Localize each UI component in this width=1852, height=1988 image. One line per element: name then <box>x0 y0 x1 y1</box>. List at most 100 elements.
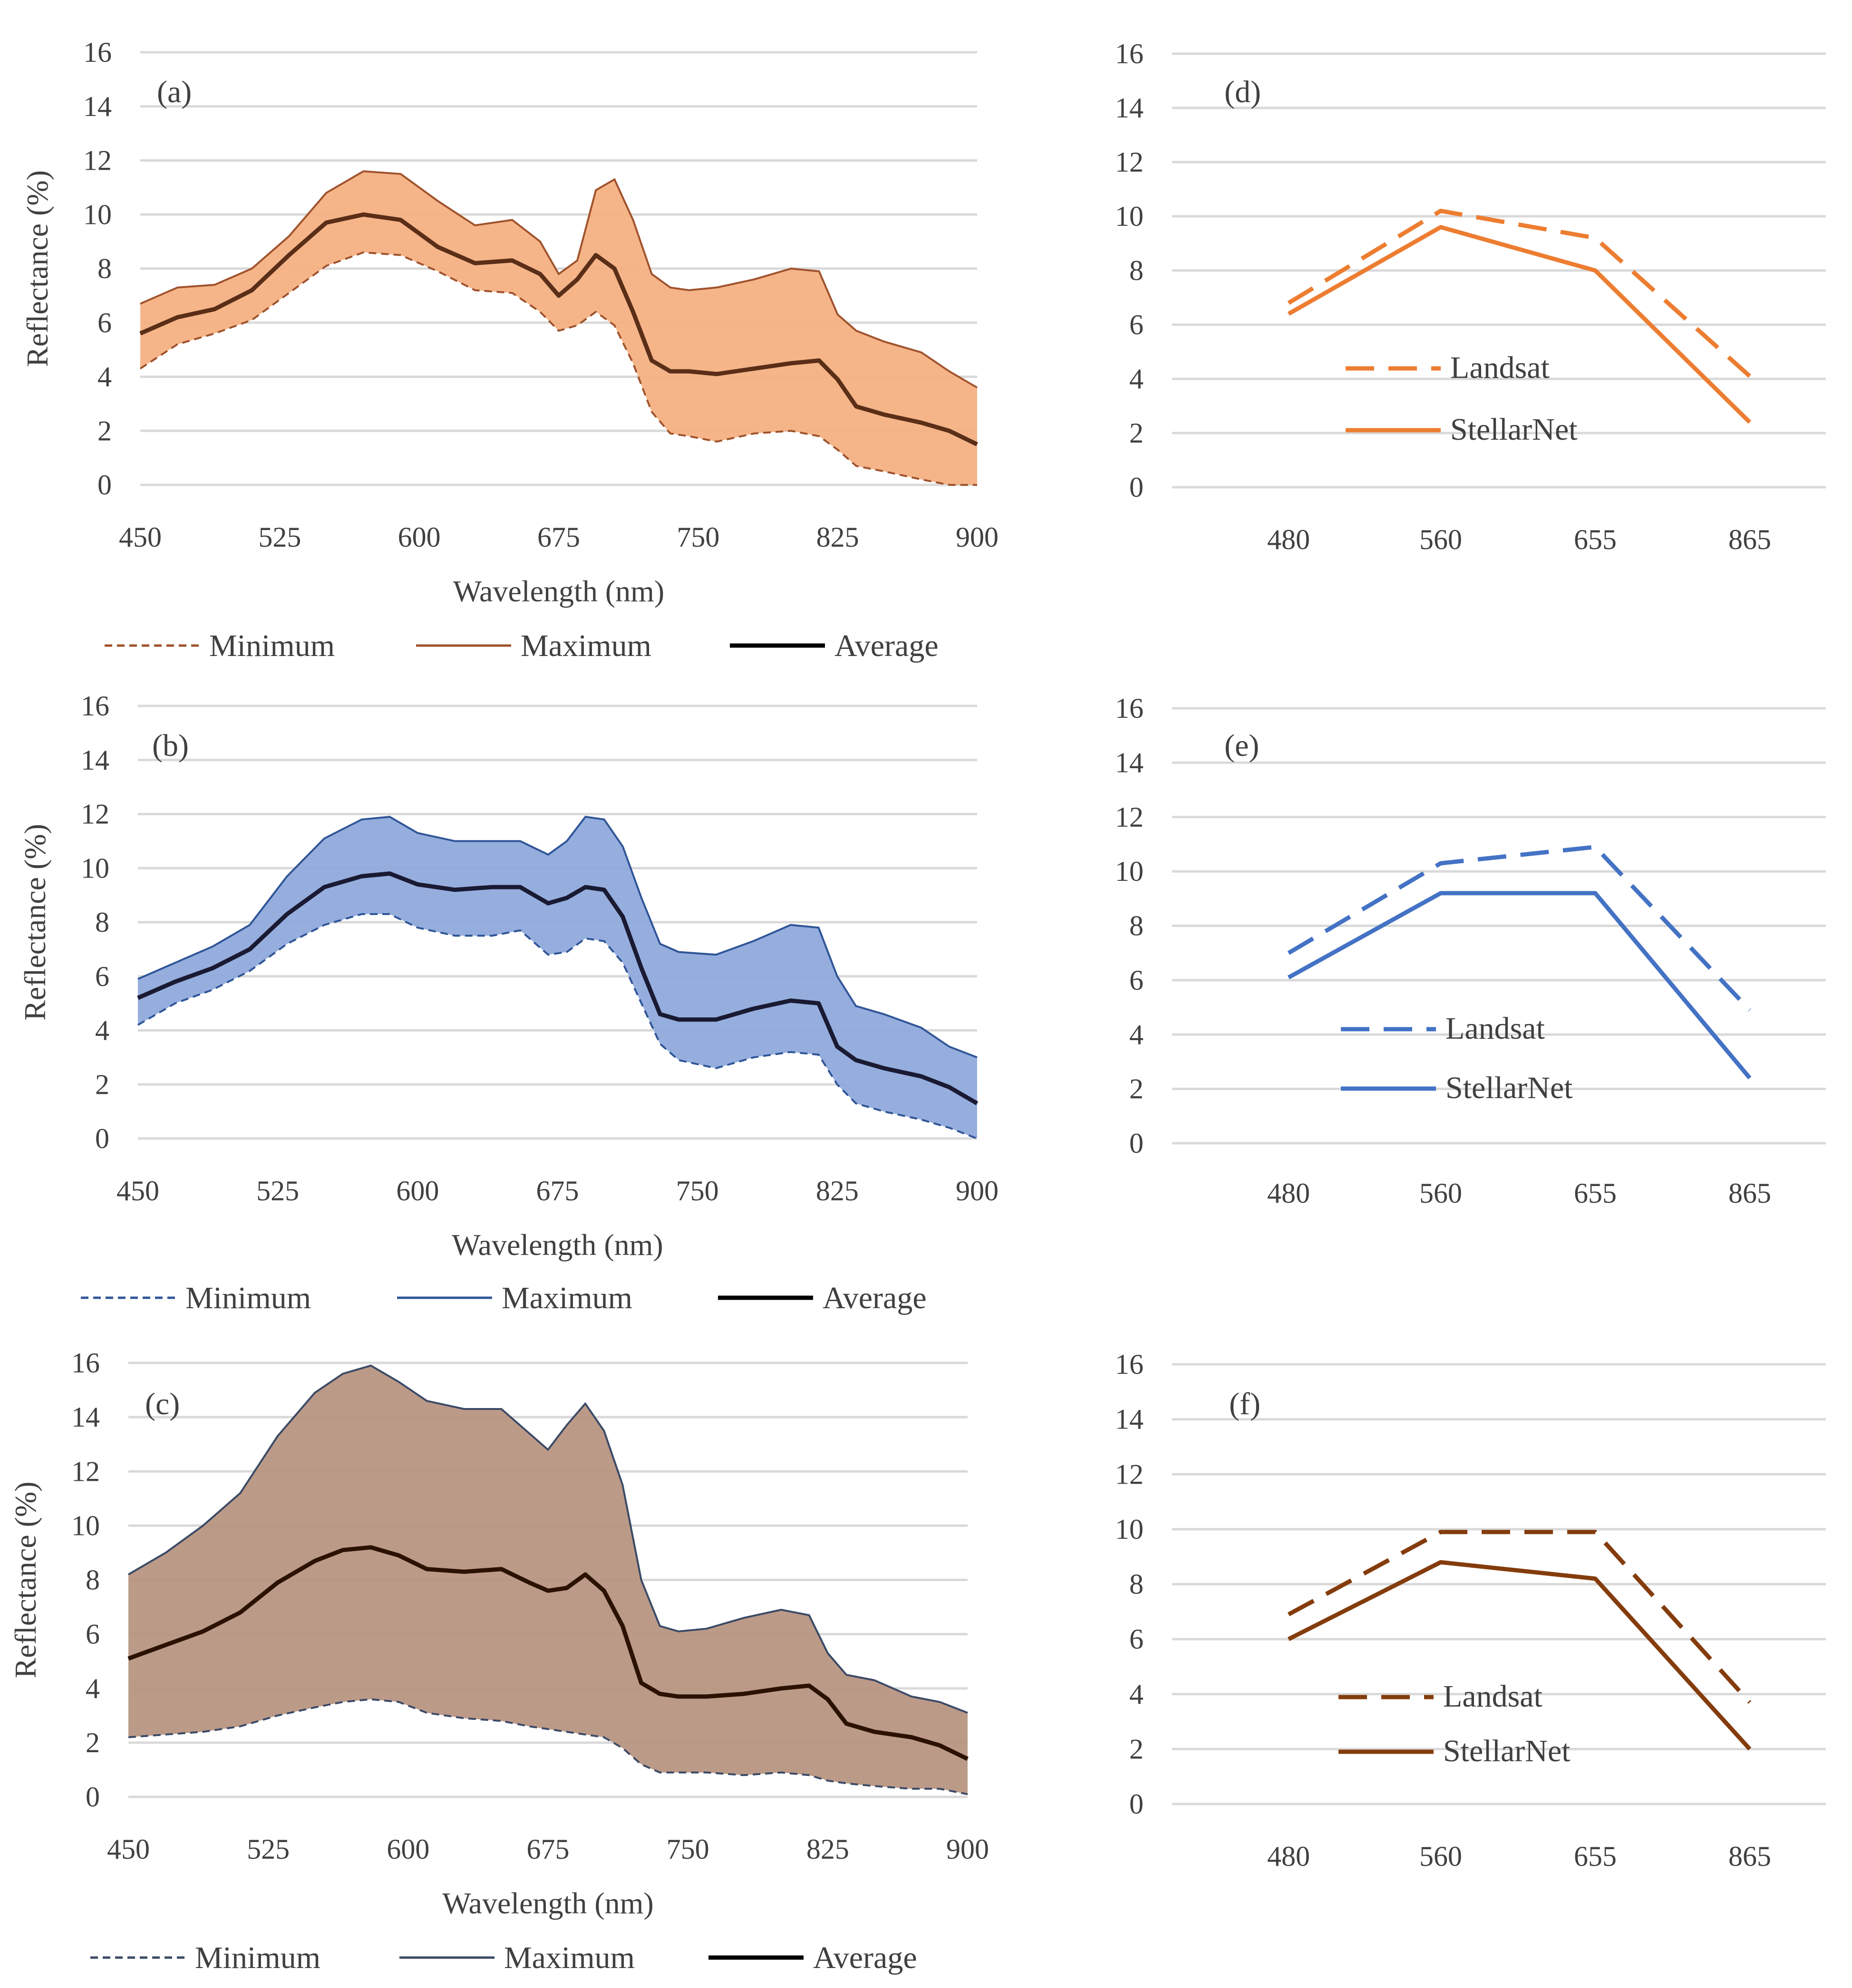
y-tick-label: 2 <box>97 415 112 446</box>
landsat-line <box>1287 845 1752 1012</box>
panel-label: (d) <box>1224 75 1261 109</box>
y-tick-label: 10 <box>1115 1514 1144 1545</box>
legend-label: StellarNet <box>1445 1071 1573 1105</box>
panel-label: (f) <box>1229 1387 1261 1421</box>
x-tick-label: 675 <box>527 1834 570 1865</box>
maximum-line <box>127 1364 968 1714</box>
y-tick-label: 0 <box>1129 1128 1144 1159</box>
x-tick-label: 825 <box>816 1175 859 1206</box>
chart-panel-5: 0 2 4 6 8 10 12 14 16 480 560 655 865 Landsat StellarN… <box>1115 693 1826 1209</box>
y-tick-label: 4 <box>86 1673 100 1704</box>
stellarnet-line <box>1287 1560 1752 1751</box>
y-tick-label: 8 <box>1129 1569 1144 1600</box>
x-tick-label: 750 <box>667 1834 709 1865</box>
x-tick-label: 675 <box>537 521 580 553</box>
y-tick-label: 8 <box>97 253 112 284</box>
legend-label: Average <box>813 1940 917 1975</box>
x-axis-title: Wavelength (nm) <box>453 574 664 608</box>
x-tick-label: 450 <box>116 1175 159 1206</box>
y-tick-label: 2 <box>86 1727 100 1758</box>
x-tick-label: 560 <box>1419 1841 1462 1872</box>
y-axis-title: Reflectance (%) <box>9 1482 42 1679</box>
range-band <box>138 817 977 1139</box>
y-tick-label: 6 <box>97 307 112 338</box>
x-tick-label: 480 <box>1267 1177 1310 1209</box>
chart-panel-2: 0 2 4 6 8 10 12 14 16 450 525 600 675 750 825 900 Wavele… <box>18 690 999 1315</box>
legend-label: Minimum <box>195 1940 320 1975</box>
y-tick-label: 6 <box>1129 309 1144 340</box>
average-line <box>127 1545 969 1761</box>
x-tick-label: 525 <box>256 1175 299 1206</box>
average-line <box>137 871 979 1105</box>
legend-label: Minimum <box>209 628 335 663</box>
panel-label: (c) <box>145 1387 180 1421</box>
x-tick-label: 525 <box>247 1834 290 1865</box>
x-tick-label: 750 <box>676 1175 719 1206</box>
panel-label: (e) <box>1224 728 1259 763</box>
y-tick-label: 10 <box>1115 201 1144 232</box>
x-tick-label: 600 <box>387 1834 429 1865</box>
legend-label: StellarNet <box>1443 1734 1571 1768</box>
legend-label: Maximum <box>521 628 651 663</box>
x-tick-label: 560 <box>1419 1177 1462 1209</box>
legend-label: Average <box>823 1281 927 1315</box>
y-tick-label: 12 <box>1115 1458 1144 1490</box>
y-axis-title: Reflectance (%) <box>20 170 54 367</box>
legend-label: Maximum <box>504 1940 635 1975</box>
y-tick-label: 16 <box>1115 1349 1144 1380</box>
y-tick-label: 6 <box>1129 965 1144 996</box>
maximum-line <box>137 816 978 1059</box>
legend-label: Landsat <box>1450 350 1550 385</box>
range-band <box>128 1365 968 1795</box>
y-tick-label: 6 <box>95 961 109 992</box>
y-tick-label: 12 <box>83 145 112 176</box>
x-axis-title: Wavelength (nm) <box>442 1886 653 1920</box>
legend-label: Minimum <box>185 1281 311 1315</box>
legend-label: Average <box>834 628 939 663</box>
y-tick-label: 0 <box>1129 472 1144 503</box>
stellarnet-line <box>1287 225 1752 424</box>
x-tick-label: 655 <box>1574 1841 1617 1872</box>
y-tick-label: 0 <box>1129 1788 1144 1820</box>
y-tick-label: 14 <box>83 91 112 122</box>
y-tick-label: 4 <box>1129 1679 1144 1710</box>
y-tick-label: 16 <box>71 1347 100 1379</box>
y-tick-label: 0 <box>97 469 112 501</box>
chart-panel-1: 0 2 4 6 8 10 12 14 16 450 525 600 675 750 825 900 Wavele… <box>20 37 999 663</box>
x-tick-label: 480 <box>1267 524 1310 555</box>
x-tick-label: 825 <box>806 1834 849 1865</box>
x-tick-label: 525 <box>258 521 301 553</box>
y-tick-label: 4 <box>95 1015 109 1046</box>
y-tick-label: 12 <box>81 799 109 830</box>
x-tick-label: 560 <box>1419 524 1462 555</box>
x-tick-label: 865 <box>1728 524 1771 555</box>
legend-label: Landsat <box>1443 1679 1542 1714</box>
y-tick-label: 4 <box>97 361 112 393</box>
x-axis-title: Wavelength (nm) <box>452 1228 663 1262</box>
y-tick-label: 12 <box>1115 146 1144 178</box>
y-tick-label: 16 <box>1115 693 1144 724</box>
y-tick-label: 4 <box>1129 363 1144 395</box>
y-tick-label: 6 <box>86 1619 100 1650</box>
panel-label: (b) <box>152 728 189 763</box>
maximum-line <box>140 170 978 389</box>
y-tick-label: 2 <box>1129 1073 1144 1105</box>
y-tick-label: 14 <box>1115 92 1144 124</box>
x-tick-label: 825 <box>816 521 859 553</box>
x-tick-label: 865 <box>1728 1177 1771 1209</box>
chart-panel-3: 0 2 4 6 8 10 12 14 16 450 525 600 675 750 825 900 Wavele… <box>9 1347 989 1975</box>
average-line <box>139 212 978 446</box>
x-tick-label: 900 <box>956 521 999 553</box>
x-tick-label: 655 <box>1574 1177 1617 1209</box>
y-tick-label: 10 <box>83 199 112 230</box>
x-tick-label: 900 <box>956 1175 999 1206</box>
chart-panel-6: 0 2 4 6 8 10 12 14 16 480 560 655 865 Landsat StellarN… <box>1115 1349 1826 1872</box>
x-tick-label: 480 <box>1267 1841 1310 1872</box>
panel-label: (a) <box>157 75 192 109</box>
y-tick-label: 14 <box>1115 1404 1144 1435</box>
x-tick-label: 675 <box>536 1175 579 1206</box>
y-tick-label: 10 <box>1115 856 1144 887</box>
x-tick-label: 900 <box>946 1834 989 1865</box>
x-tick-label: 750 <box>677 521 719 553</box>
